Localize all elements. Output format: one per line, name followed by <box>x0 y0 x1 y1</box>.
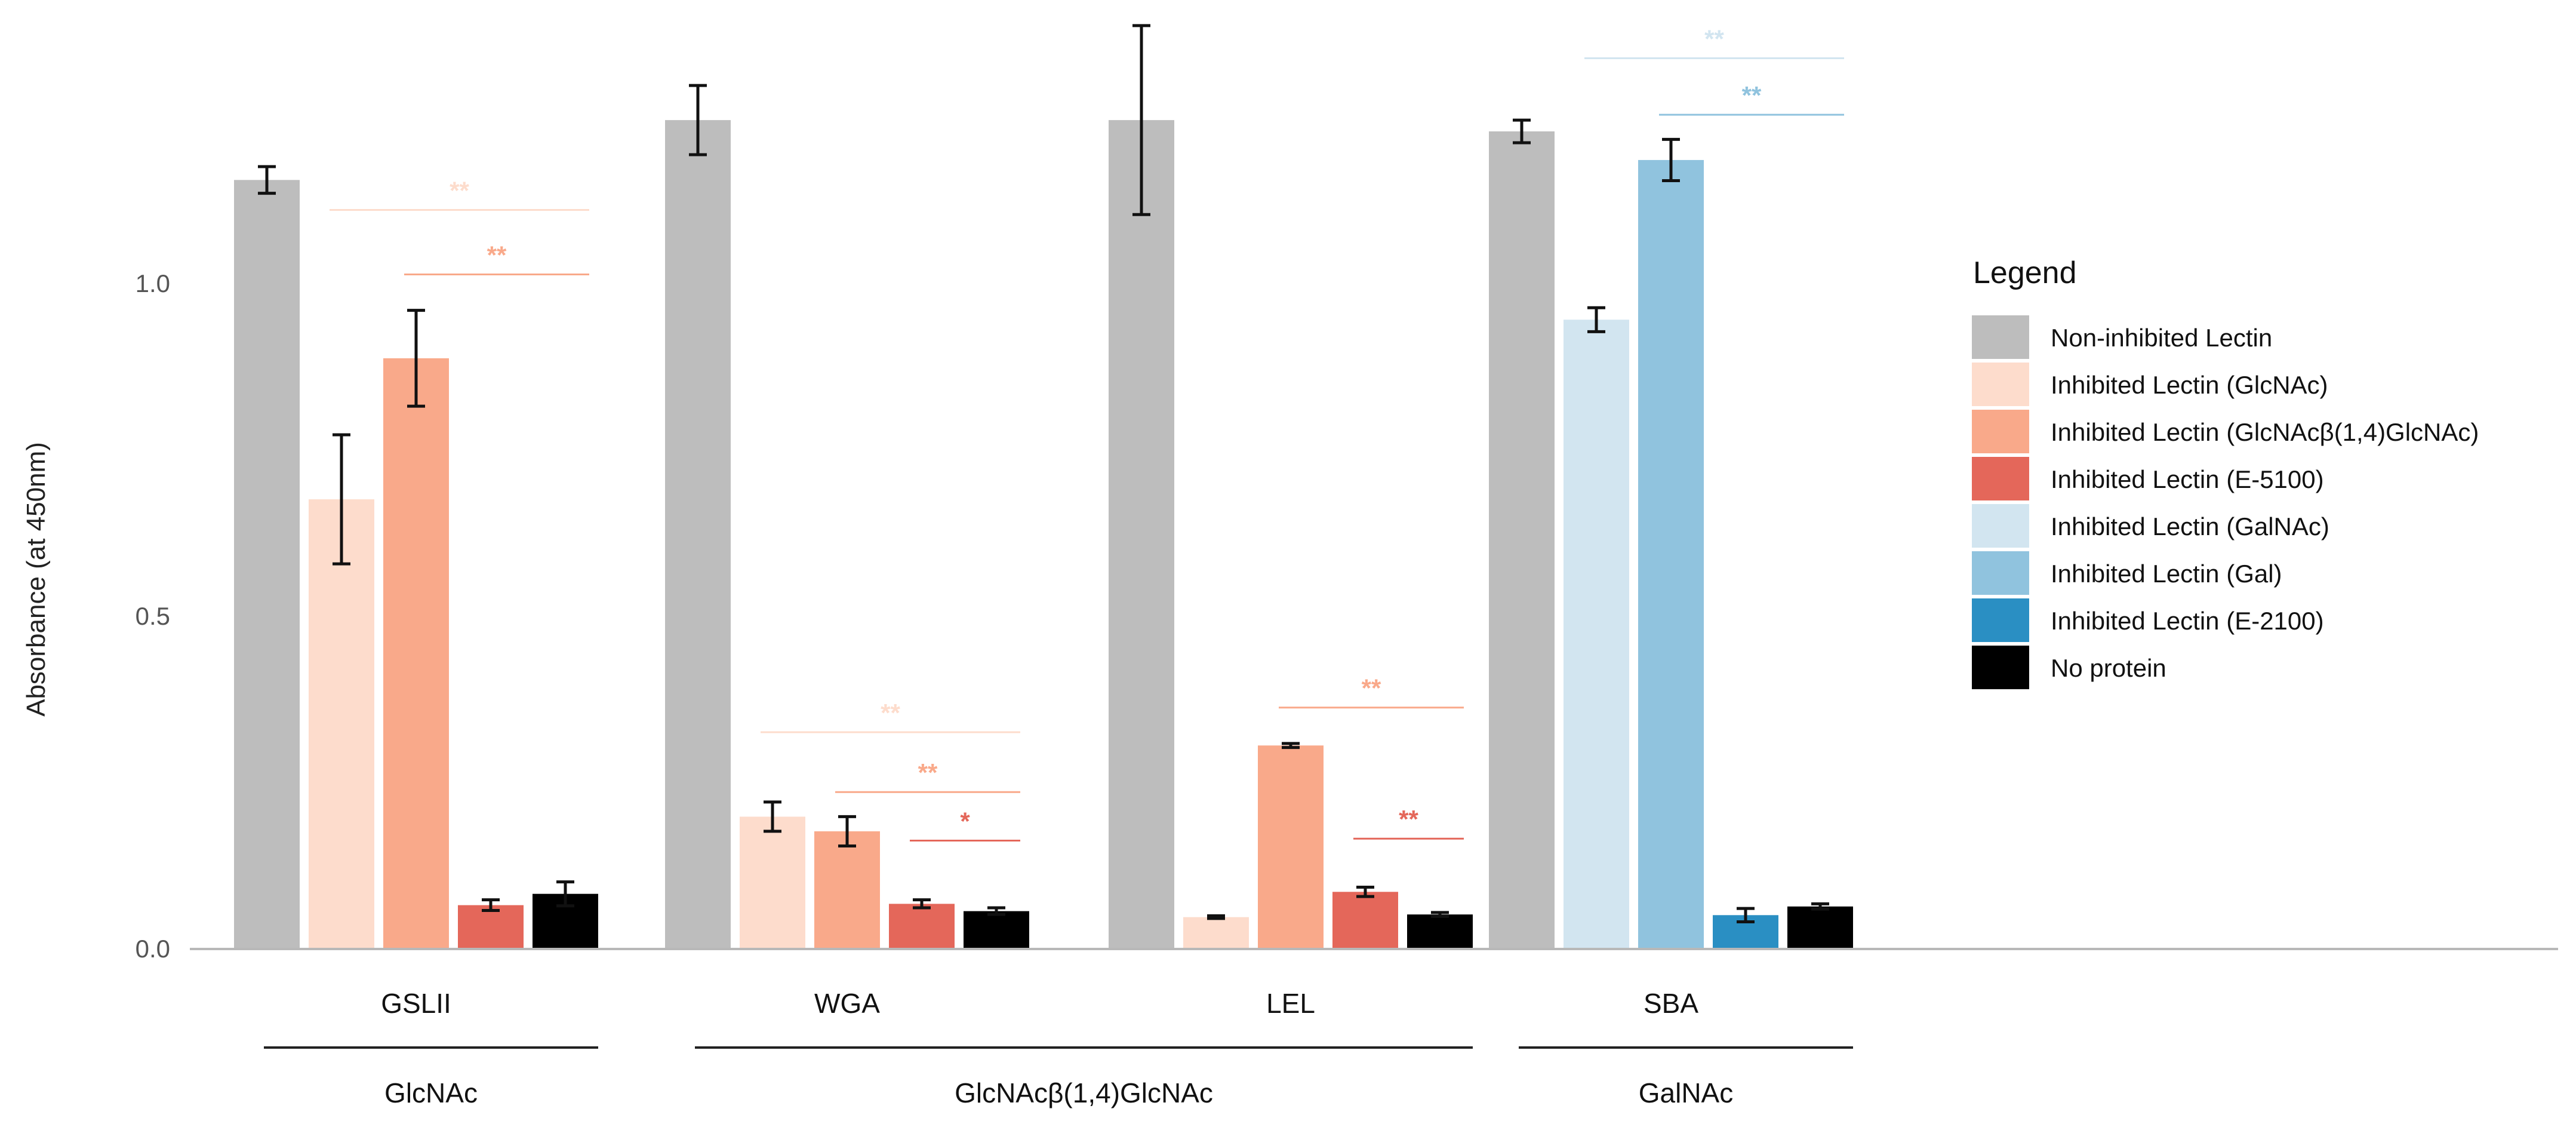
y-axis: 0.0 0.5 1.0 <box>136 269 170 963</box>
group-labels: GlcNAc GlcNAcβ(1,4)GlcNAc GalNAc <box>264 1046 1853 1108</box>
significance-marker: ** <box>1742 81 1762 109</box>
x-tick-label: GSLII <box>381 988 451 1019</box>
significance-marker: * <box>960 807 970 836</box>
group-label: GalNAc <box>1639 1077 1733 1108</box>
legend-label: Inhibited Lectin (E-2100) <box>2051 607 2324 635</box>
legend-swatch <box>1972 315 2029 359</box>
significance-marker: ** <box>1704 24 1724 53</box>
bar <box>1258 745 1324 948</box>
significance-marker: ** <box>881 699 900 727</box>
significance-marker: ** <box>1399 805 1418 833</box>
legend-label: Inhibited Lectin (E-5100) <box>2051 465 2324 493</box>
legend-swatch <box>1972 457 2029 500</box>
x-tick-label: SBA <box>1644 988 1698 1019</box>
legend-swatch <box>1972 598 2029 642</box>
significance-annotations: ***************** <box>330 24 1844 842</box>
significance-marker: ** <box>918 758 938 787</box>
legend-swatch <box>1972 504 2029 548</box>
bar <box>665 120 731 948</box>
legend-swatch <box>1972 551 2029 595</box>
significance-marker: ** <box>1362 674 1381 702</box>
bar <box>1489 131 1555 948</box>
bar <box>1183 917 1249 948</box>
bar <box>1564 320 1629 948</box>
y-axis-label: Absorbance (at 450nm) <box>21 442 51 717</box>
legend-swatch <box>1972 363 2029 406</box>
legend-label: Non-inhibited Lectin <box>2051 324 2272 352</box>
bar <box>740 816 805 948</box>
bar <box>1787 906 1853 948</box>
y-tick-label: 0.5 <box>136 602 170 630</box>
bar <box>234 180 300 949</box>
legend-entries: Non-inhibited Lectin Inhibited Lectin (Gl… <box>1972 315 2479 689</box>
y-tick-label: 1.0 <box>136 269 170 297</box>
significance-marker: ** <box>450 176 469 204</box>
bar <box>1638 159 1704 948</box>
legend-label: Inhibited Lectin (Gal) <box>2051 560 2282 588</box>
bar <box>964 911 1029 948</box>
legend-label: Inhibited Lectin (GlcNAcβ(1,4)GlcNAc) <box>2051 418 2479 446</box>
legend-swatch <box>1972 646 2029 689</box>
bar <box>383 358 449 948</box>
x-tick-label: LEL <box>1266 988 1315 1019</box>
y-tick-label: 0.0 <box>136 935 170 963</box>
bar <box>889 904 955 948</box>
bar <box>458 905 524 948</box>
bar <box>309 499 374 948</box>
legend-label: Inhibited Lectin (GalNAc) <box>2051 512 2329 540</box>
bar <box>814 831 880 948</box>
legend-label: Inhibited Lectin (GlcNAc) <box>2051 371 2328 399</box>
x-axis: GSLII WGA LEL SBA <box>190 948 2558 1019</box>
significance-marker: ** <box>487 241 507 269</box>
group-label: GlcNAcβ(1,4)GlcNAc <box>955 1077 1213 1108</box>
legend-title: Legend <box>1973 256 2077 290</box>
group-label: GlcNAc <box>384 1077 478 1108</box>
legend: Legend Non-inhibited Lectin Inhibited Lec… <box>1972 256 2479 689</box>
bar <box>1109 120 1174 948</box>
x-tick-label: WGA <box>814 988 880 1019</box>
bar <box>1407 914 1473 948</box>
plot-area <box>234 24 1853 949</box>
legend-label: No protein <box>2051 654 2166 682</box>
bar <box>1332 892 1398 948</box>
legend-swatch <box>1972 410 2029 453</box>
